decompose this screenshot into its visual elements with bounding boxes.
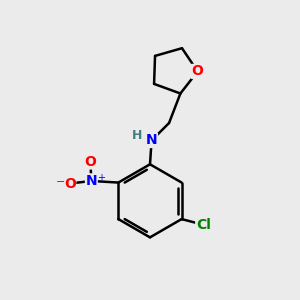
Text: +: + <box>97 173 105 183</box>
Text: Cl: Cl <box>196 218 211 232</box>
Text: N: N <box>146 134 158 148</box>
Text: −: − <box>56 177 65 187</box>
Text: N: N <box>85 174 97 188</box>
Text: O: O <box>85 155 96 169</box>
Text: O: O <box>192 64 204 78</box>
Text: H: H <box>132 129 142 142</box>
Text: O: O <box>64 176 76 190</box>
